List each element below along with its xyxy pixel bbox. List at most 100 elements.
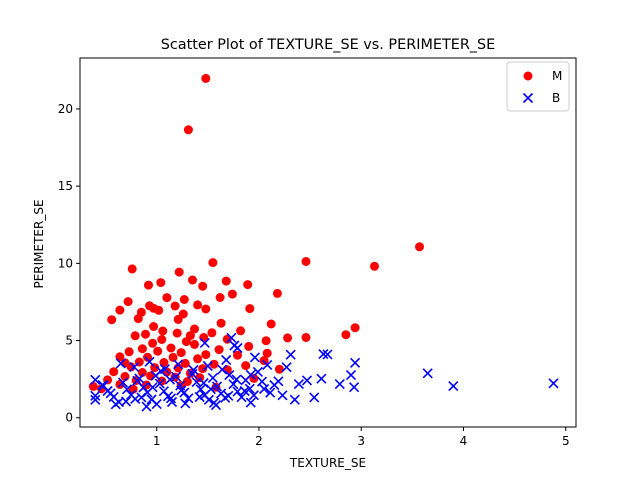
point-m [201,304,211,314]
point-m [216,318,226,328]
x-tick-label: 2 [255,434,263,448]
point-m [370,261,379,271]
legend: M B [506,61,570,112]
point-b [155,366,166,377]
point-b [164,374,176,385]
y-tick-label: 0 [65,411,73,425]
point-b [265,387,276,398]
point-m [208,258,218,268]
point-b [548,378,559,389]
point-m [172,328,182,338]
point-m [115,305,125,315]
point-b [226,332,237,343]
point-b [316,373,327,384]
point-m [126,362,136,372]
point-b [90,390,101,401]
point-m [107,315,117,325]
point-b [173,359,184,370]
point-b [176,385,187,396]
point-m [214,345,224,355]
point-m [198,364,208,374]
point-b [180,398,191,409]
point-b [120,396,132,407]
point-b [334,379,345,390]
point-m [262,348,272,358]
legend-label-m: M [552,69,562,83]
point-m [166,343,176,353]
point-m [173,314,183,324]
point-b [422,368,433,379]
point-m [179,295,189,304]
point-m [274,364,284,374]
point-m [158,326,168,336]
point-m [195,373,205,383]
point-b [136,392,147,403]
point-m [109,367,119,377]
point-b [132,375,143,386]
point-b [269,379,280,391]
point-b [259,383,270,395]
point-m [236,326,246,336]
plot-points [88,73,559,412]
point-b [154,378,165,389]
point-m [233,350,242,360]
x-tick-label: 3 [357,434,365,448]
point-b [147,382,158,393]
point-b [349,382,360,393]
point-b [249,352,260,363]
point-m [415,242,424,252]
point-b [239,385,250,397]
point-m [154,305,164,315]
point-m [198,281,208,291]
point-b [224,370,235,381]
point-m [180,358,190,368]
y-tick-label: 10 [58,256,73,270]
point-b [289,394,300,405]
x-axis-label: TEXTURE_SE [289,456,366,470]
point-m [241,361,251,371]
point-b [448,381,459,392]
point-b [115,358,126,369]
point-m [141,329,150,339]
point-m [153,346,163,356]
point-m [190,339,199,349]
point-m [174,267,184,277]
y-axis: 0 5 10 15 20 [58,102,80,425]
x-tick-label: 4 [460,434,468,448]
point-m [190,324,199,334]
point-b [231,374,242,385]
point-b [129,362,140,373]
point-b [90,394,101,405]
point-m [168,352,178,362]
point-m [283,333,293,343]
point-m [137,368,147,377]
point-m [183,125,193,135]
point-m [341,330,351,340]
point-b [301,375,313,386]
point-b [98,380,109,391]
point-b [223,390,234,401]
point-m [148,338,158,348]
point-b [199,337,210,348]
point-m [201,73,211,83]
point-m [272,288,282,298]
point-b [236,392,247,403]
point-m [133,314,143,324]
point-b [130,393,141,404]
point-m [188,275,197,285]
point-m [244,341,254,351]
point-b [248,390,259,401]
point-m [123,297,133,307]
y-tick-label: 5 [65,334,73,348]
point-b [277,390,288,401]
point-m [181,337,191,347]
point-m [221,276,231,286]
point-b [151,399,162,410]
point-m [149,322,159,331]
point-b [203,394,214,405]
legend-marker-b [522,92,534,104]
point-m [350,323,360,333]
legend-marker-m [523,71,533,81]
point-b [171,371,182,382]
